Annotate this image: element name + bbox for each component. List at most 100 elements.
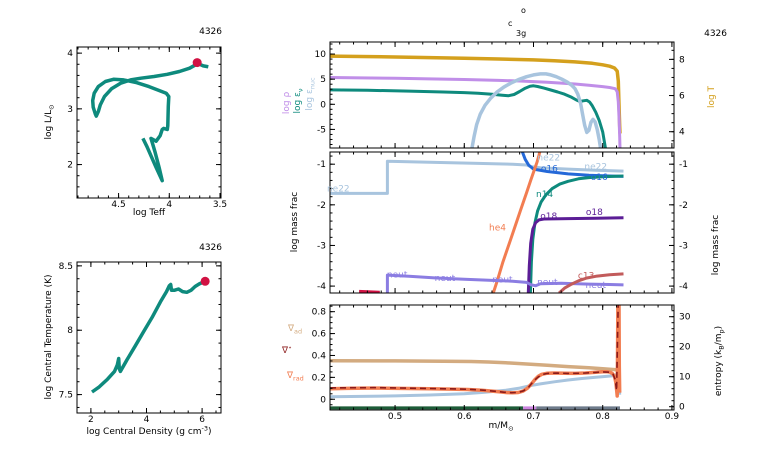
y-tick-label-right: -2 bbox=[679, 201, 688, 211]
y-tick-label: -2 bbox=[317, 201, 326, 211]
y-axis-title-gradstar: ∇⋆ bbox=[281, 344, 292, 357]
panel-frame bbox=[329, 151, 675, 294]
series-log-T bbox=[330, 54, 622, 134]
curve-label-o16: o16 bbox=[591, 173, 608, 183]
y-tick-label: 0.8 bbox=[312, 308, 327, 318]
x-tick-label: 4.5 bbox=[111, 200, 125, 210]
panel-frame bbox=[329, 41, 675, 149]
y-tick-label: 7.5 bbox=[59, 391, 73, 401]
y-axis-title-gradad: ∇ad bbox=[287, 324, 302, 336]
x-tick-label: 0.5 bbox=[388, 412, 402, 422]
curve-label-c13: c13 bbox=[578, 272, 594, 282]
curve-label-o18: o18 bbox=[540, 212, 557, 222]
curve-label-neut: neut bbox=[492, 276, 513, 286]
series-log-eps-nuc bbox=[470, 72, 603, 148]
x-axis-title: log Central Density (g cm-3) bbox=[86, 425, 211, 438]
y-axis-title: log Central Temperature (K) bbox=[44, 274, 54, 399]
x-axis-title: m/M⊙ bbox=[488, 421, 513, 433]
y-tick-label-right: -3 bbox=[679, 241, 688, 251]
y-axis-title-epsnu: log εν bbox=[293, 88, 305, 113]
y-tick-label-right: -4 bbox=[679, 282, 688, 292]
curve-label-neut: neut bbox=[537, 278, 558, 288]
series-he4 bbox=[491, 152, 542, 293]
curve-label-neut: neut bbox=[387, 271, 408, 281]
curve-label-o18: o18 bbox=[586, 208, 603, 218]
title-fragment: 3g bbox=[516, 29, 526, 38]
curve-label-ne22: ne22 bbox=[537, 154, 560, 164]
y-tick-label-right: 4 bbox=[679, 128, 685, 138]
axis-ticks bbox=[330, 152, 674, 293]
y-tick-label-right: -1 bbox=[679, 160, 688, 170]
series-c13-core bbox=[359, 289, 380, 293]
y-tick-label: 5 bbox=[320, 75, 326, 85]
curve-label-n14: n14 bbox=[536, 190, 553, 200]
x-tick-label: 2 bbox=[88, 415, 94, 425]
series-hr-track bbox=[90, 60, 209, 183]
x-tick-label: 0.9 bbox=[665, 412, 680, 422]
axis-ticks bbox=[330, 305, 674, 410]
y-axis-title-entropy: entropy (kB/mp) bbox=[714, 326, 726, 396]
y-tick-label-right: 10 bbox=[679, 373, 691, 383]
y-tick-label-right: 0 bbox=[679, 403, 685, 413]
panel-profile-gradients: 0.5 0.6 0.7 0.8 0.900.20.40.60.80102030∇ad∇⋆… bbox=[281, 304, 726, 433]
title-fragment: c bbox=[508, 19, 512, 28]
x-tick-label: 3.5 bbox=[213, 200, 227, 210]
y-axis-title-logt: log T bbox=[707, 85, 717, 108]
x-tick-label: 0.8 bbox=[596, 412, 611, 422]
series-grad-star bbox=[330, 305, 619, 394]
axis-ticks bbox=[330, 42, 674, 148]
y-tick-label: 2 bbox=[67, 161, 73, 171]
panel-frame bbox=[76, 46, 222, 199]
series-grad-rad bbox=[330, 305, 622, 398]
y-tick-label-right: 8 bbox=[679, 55, 685, 65]
y-tick-label-right: 30 bbox=[679, 313, 691, 323]
y-tick-label: 10 bbox=[315, 50, 327, 60]
curve-label-he4: he4 bbox=[489, 224, 506, 234]
y-tick-label: 0.2 bbox=[312, 373, 326, 383]
model-number: 4326 bbox=[704, 29, 727, 39]
y-tick-label: -3 bbox=[317, 241, 326, 251]
y-axis-title-epsnuc: log εnuc bbox=[305, 77, 317, 111]
y-tick-label: 8.5 bbox=[59, 262, 73, 272]
series-grad-ad bbox=[330, 358, 619, 372]
x-tick-label: 4 bbox=[166, 200, 172, 210]
y-tick-label: 0.4 bbox=[312, 351, 327, 361]
y-tick-label: -5 bbox=[317, 125, 326, 135]
curve-label-ne22: ne22 bbox=[584, 163, 607, 173]
panel-frame bbox=[76, 261, 222, 414]
axis-ticks bbox=[77, 47, 221, 199]
series-log-eps-nu bbox=[330, 84, 607, 148]
series-trho-track bbox=[90, 279, 206, 394]
y-axis-title-logrho: log ρ bbox=[282, 92, 292, 115]
series-c13 bbox=[558, 272, 624, 293]
y-tick-label: 0 bbox=[320, 100, 326, 110]
y-tick-label: 0.6 bbox=[312, 330, 327, 340]
y-axis-title: log L/L⊙ bbox=[44, 104, 56, 139]
y-tick-label: 0 bbox=[320, 395, 326, 405]
title-fragment: o bbox=[521, 6, 526, 15]
y-tick-label: -4 bbox=[317, 282, 326, 292]
series-entropy bbox=[330, 371, 622, 399]
y-tick-label-right: 6 bbox=[679, 92, 685, 102]
y-tick-label: 4 bbox=[67, 49, 73, 59]
y-tick-label: -1 bbox=[317, 160, 326, 170]
x-tick-label: 6 bbox=[199, 415, 205, 425]
panel-profile-abundances: -4-3-2-1-4-3-2-1ne22ne22ne22o16o16n14o18… bbox=[290, 151, 721, 294]
curve-label-neut: neut bbox=[435, 274, 456, 284]
series-ne22 bbox=[330, 159, 624, 195]
model-number: 4326 bbox=[199, 243, 222, 253]
series-neut bbox=[385, 273, 624, 293]
y-axis-title: log mass frac bbox=[290, 192, 300, 252]
x-tick-label: 0.6 bbox=[457, 412, 472, 422]
panel-profile-thermo: -5 0 5 10 4 6 8 log ρ log εν log εnuc log T bbox=[282, 41, 717, 149]
series-o18 bbox=[526, 216, 624, 293]
current-model-marker bbox=[192, 58, 202, 68]
y-tick-label: 3 bbox=[67, 105, 73, 115]
x-axis-title: log Teff bbox=[133, 208, 166, 218]
y-axis-title-gradrad: ∇rad bbox=[286, 371, 304, 383]
curve-label-ne22: ne22 bbox=[327, 185, 350, 195]
axis-ticks bbox=[76, 262, 221, 413]
